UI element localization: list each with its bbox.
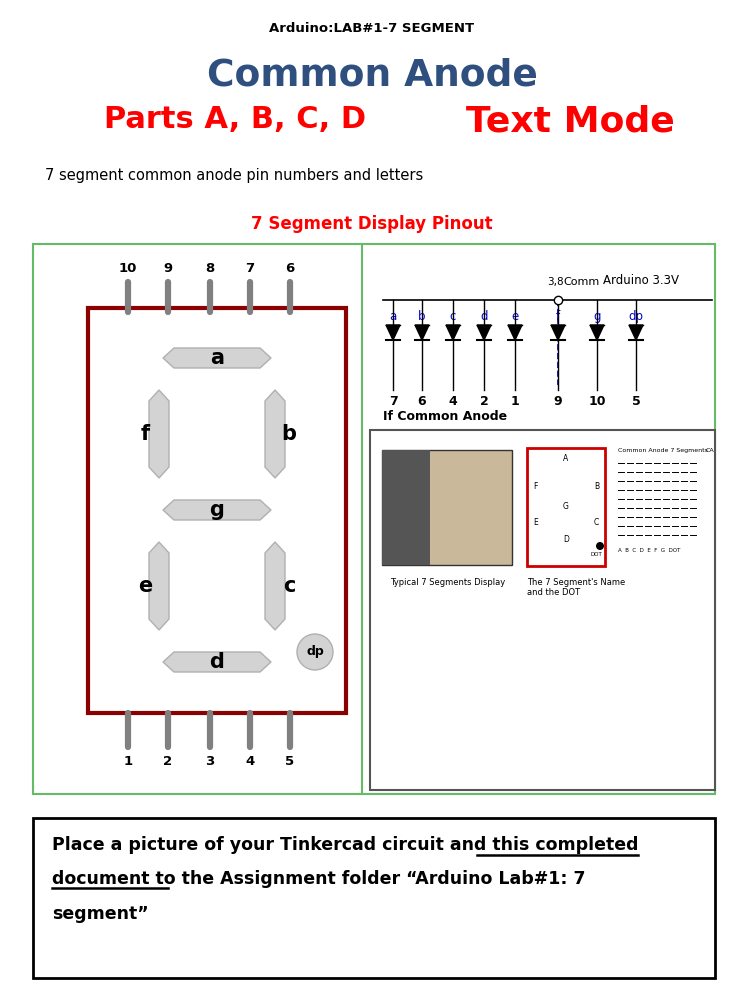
Polygon shape	[265, 542, 285, 630]
Circle shape	[297, 634, 333, 670]
Text: 10: 10	[118, 262, 137, 275]
Text: b: b	[282, 424, 297, 444]
Bar	[33, 818, 715, 978]
Text: 7: 7	[245, 262, 255, 275]
Text: c: c	[283, 576, 295, 596]
Text: A  B  C  D  E  F  G  DOT: A B C D E F G DOT	[618, 548, 680, 553]
Text: Text Mode: Text Mode	[466, 105, 674, 139]
Text: 1: 1	[510, 395, 519, 408]
Text: dp: dp	[629, 310, 644, 323]
Polygon shape	[508, 325, 522, 340]
Text: g: g	[593, 310, 600, 323]
Polygon shape	[163, 500, 271, 520]
Text: 7: 7	[389, 395, 397, 408]
Text: f: f	[141, 424, 150, 444]
Text: b: b	[418, 310, 425, 323]
Bar	[527, 448, 605, 566]
Polygon shape	[149, 390, 169, 478]
Polygon shape	[163, 652, 271, 672]
Text: 7 segment common anode pin numbers and letters: 7 segment common anode pin numbers and l…	[45, 168, 423, 183]
Text: 5: 5	[285, 755, 294, 768]
Text: Typical 7 Segments Display: Typical 7 Segments Display	[390, 578, 505, 587]
Text: 9: 9	[554, 395, 562, 408]
Text: C: C	[594, 518, 599, 527]
Polygon shape	[163, 348, 271, 368]
Text: a: a	[390, 310, 396, 323]
Polygon shape	[149, 542, 169, 630]
Text: g: g	[209, 500, 224, 520]
Text: CA: CA	[706, 448, 714, 453]
Text: 2: 2	[480, 395, 489, 408]
Text: Common Anode: Common Anode	[206, 58, 537, 94]
Text: F: F	[533, 482, 537, 491]
Text: 3,8: 3,8	[547, 277, 563, 287]
Text: 5: 5	[632, 395, 641, 408]
Polygon shape	[415, 325, 429, 340]
Text: 2: 2	[163, 755, 173, 768]
Bar	[33, 244, 715, 794]
Text: A: A	[563, 454, 568, 463]
Text: dp: dp	[306, 645, 324, 658]
Text: Parts A, B, C, D: Parts A, B, C, D	[104, 105, 366, 134]
Polygon shape	[265, 390, 285, 478]
Text: 1: 1	[124, 755, 133, 768]
Text: 4: 4	[448, 395, 457, 408]
Text: 7 Segment Display Pinout: 7 Segment Display Pinout	[251, 215, 492, 233]
Text: f: f	[556, 310, 560, 323]
Text: 4: 4	[245, 755, 255, 768]
Text: G: G	[563, 502, 569, 511]
Text: 6: 6	[285, 262, 294, 275]
Text: B: B	[594, 482, 599, 491]
Text: a: a	[210, 348, 224, 368]
Text: segment”: segment”	[52, 905, 148, 923]
Text: Comm: Comm	[563, 277, 599, 287]
Text: 9: 9	[163, 262, 173, 275]
Text: D: D	[563, 535, 569, 544]
Text: document to the Assignment folder “Arduino Lab#1: 7: document to the Assignment folder “Ardui…	[52, 870, 586, 888]
Text: The 7 Segment's Name
and the DOT: The 7 Segment's Name and the DOT	[527, 578, 625, 598]
Text: 8: 8	[206, 262, 215, 275]
Bar	[382, 450, 512, 565]
Text: c: c	[450, 310, 456, 323]
Bar	[370, 430, 715, 790]
Text: e: e	[138, 576, 152, 596]
Polygon shape	[386, 325, 400, 340]
Polygon shape	[477, 325, 491, 340]
Text: Place a picture of your Tinkercad circuit and this completed: Place a picture of your Tinkercad circui…	[52, 836, 638, 854]
Text: 6: 6	[418, 395, 426, 408]
Text: Common Anode 7 Segments: Common Anode 7 Segments	[618, 448, 708, 453]
Text: E: E	[533, 518, 538, 527]
Polygon shape	[590, 325, 604, 340]
Text: d: d	[209, 652, 224, 672]
Text: Arduino 3.3V: Arduino 3.3V	[603, 274, 679, 287]
Text: d: d	[481, 310, 488, 323]
Text: 3: 3	[206, 755, 215, 768]
Text: 10: 10	[589, 395, 606, 408]
Text: DOT: DOT	[590, 552, 602, 557]
Polygon shape	[446, 325, 460, 340]
Text: e: e	[511, 310, 519, 323]
Bar	[382, 450, 430, 565]
Bar	[88, 308, 346, 713]
Text: If Common Anode: If Common Anode	[383, 410, 507, 423]
Circle shape	[596, 542, 604, 550]
Polygon shape	[629, 325, 643, 340]
Text: Arduino:LAB#1-7 SEGMENT: Arduino:LAB#1-7 SEGMENT	[270, 22, 475, 35]
Polygon shape	[551, 325, 565, 340]
